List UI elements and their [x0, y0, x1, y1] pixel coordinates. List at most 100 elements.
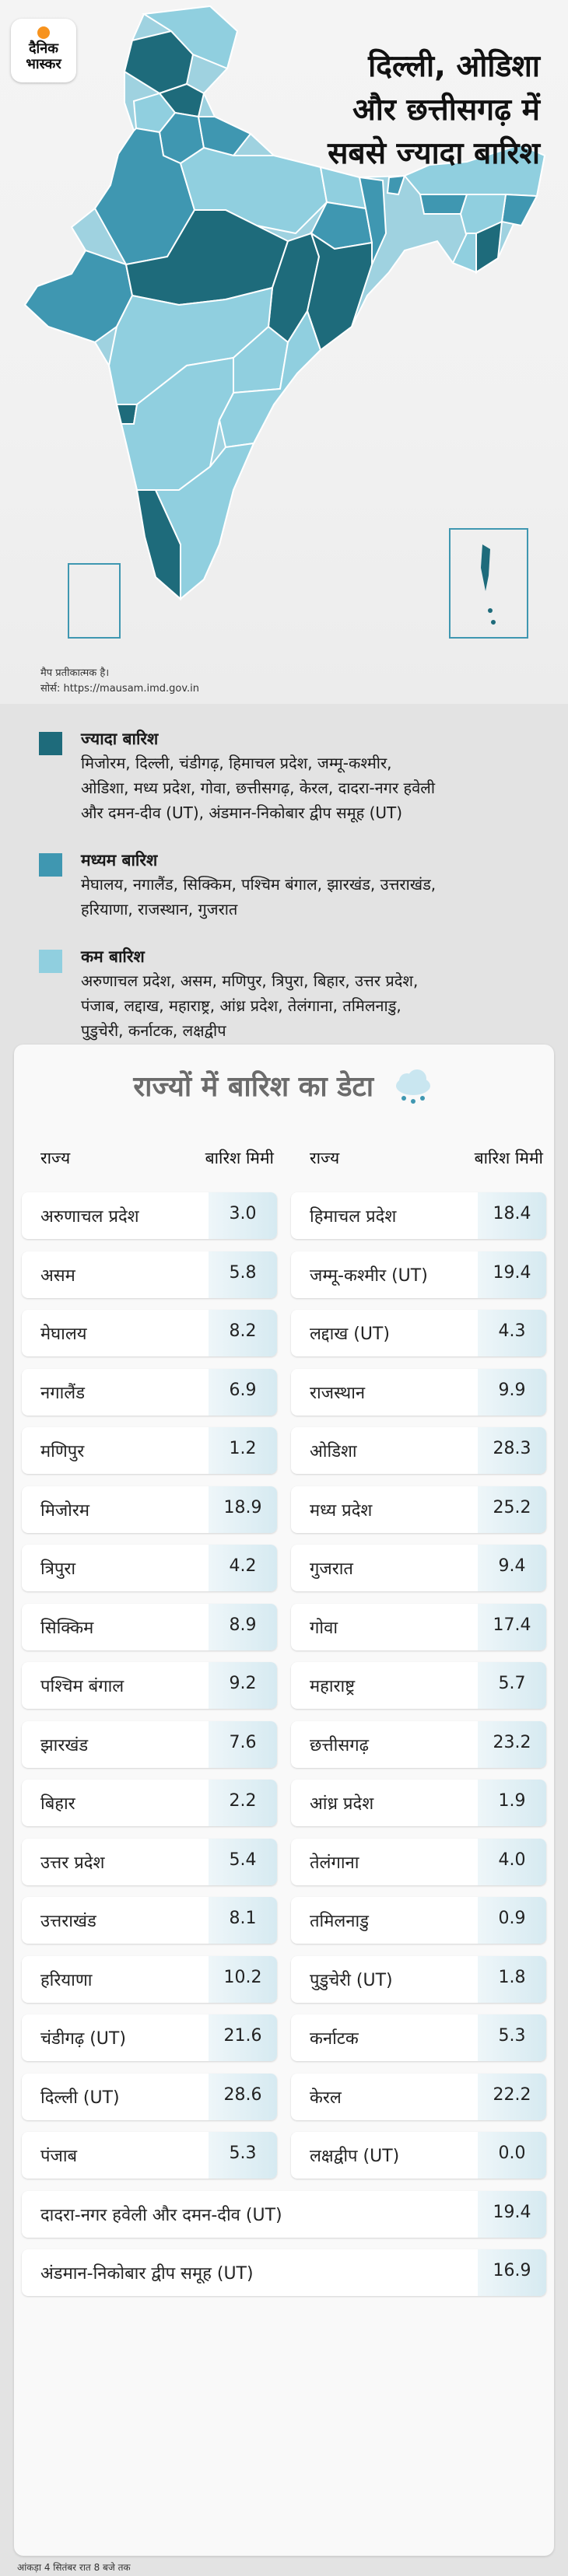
- legend-line: मेघालय, नगालैंड, सिक्किम, पश्चिम बंगाल, …: [81, 875, 437, 894]
- legend: ज्यादा बारिश मिजोरम, दिल्ली, चंडीगढ़, हि…: [39, 727, 552, 1066]
- state-name: लद्दाख (UT): [310, 1325, 390, 1344]
- value-cell-bg: [478, 2073, 546, 2120]
- table-header-right: राज्य बारिश मिमी: [291, 1136, 546, 1180]
- value-cell-bg: [478, 1838, 546, 1885]
- state-name: जम्मू-कश्मीर (UT): [310, 1265, 428, 1286]
- value-cell-bg: [478, 1662, 546, 1709]
- value-cell-bg: [478, 1486, 546, 1533]
- legend-swatch: [39, 732, 62, 755]
- state-name: सिक्किम: [40, 1618, 94, 1638]
- rain-value: 1.9: [498, 1791, 526, 1811]
- state-name: असम: [40, 1265, 75, 1286]
- table-row: उत्तर प्रदेश 5.4: [22, 1838, 277, 1885]
- table-row: पश्चिम बंगाल 9.2: [22, 1662, 277, 1709]
- rain-value: 18.9: [223, 1497, 262, 1517]
- value-cell-bg: [478, 1368, 546, 1416]
- table-row: मणिपुर 1.2: [22, 1427, 277, 1474]
- rain-value: 2.2: [229, 1791, 257, 1811]
- value-cell-bg: [478, 1427, 546, 1474]
- state-name: गोवा: [310, 1618, 338, 1638]
- rain-value: 28.3: [493, 1439, 531, 1458]
- header-rain: बारिश मिमी: [474, 1149, 543, 1167]
- table-row: पंजाब 5.3: [22, 2132, 277, 2179]
- state-name: दादरा-नगर हवेली और दमन-दीव (UT): [40, 2205, 282, 2225]
- state-name: पंजाब: [40, 2147, 78, 2166]
- rain-value: 25.2: [493, 1497, 531, 1517]
- value-cell-bg: [209, 1897, 277, 1944]
- rain-value: 4.3: [498, 1321, 526, 1341]
- state-name: अंडमान-निकोबार द्वीप समूह (UT): [40, 2264, 254, 2284]
- value-cell-bg: [478, 2132, 546, 2179]
- table-row: आंध्र प्रदेश 1.9: [291, 1780, 546, 1826]
- state-name: मणिपुर: [40, 1442, 85, 1461]
- table-row: गोवा 17.4: [291, 1603, 546, 1650]
- table-row: हरियाणा 10.2: [22, 1955, 277, 2003]
- table-row: हिमाचल प्रदेश 18.4: [291, 1192, 546, 1239]
- rain-value: 3.0: [229, 1204, 257, 1223]
- rain-value: 9.4: [498, 1556, 526, 1576]
- rain-value: 8.9: [229, 1615, 257, 1635]
- table-row: उत्तराखंड 8.1: [22, 1897, 277, 1944]
- legend-line: हरियाणा, राजस्थान, गुजरात: [81, 900, 238, 919]
- lakshadweep-inset: [68, 563, 121, 639]
- table-row: पुडुचेरी (UT) 1.8: [291, 1955, 546, 2003]
- table-row: लद्दाख (UT) 4.3: [291, 1310, 546, 1356]
- india-rainfall-map: [23, 5, 546, 639]
- value-cell-bg: [209, 1192, 277, 1239]
- state-name: पुडुचेरी (UT): [310, 1970, 393, 1990]
- rain-value: 6.9: [229, 1380, 257, 1400]
- state-name: केरल: [310, 2088, 342, 2108]
- state-name: चंडीगढ़ (UT): [40, 2029, 126, 2049]
- logo-line1: दैनिक: [28, 40, 59, 57]
- value-cell-bg: [209, 1251, 277, 1298]
- table-row: जम्मू-कश्मीर (UT) 19.4: [291, 1251, 546, 1298]
- table-row: बिहार 2.2: [22, 1780, 277, 1826]
- header-state: राज्य: [40, 1149, 71, 1167]
- table-row: चंडीगढ़ (UT) 21.6: [22, 2014, 277, 2061]
- table-row: त्रिपुरा 4.2: [22, 1545, 277, 1591]
- value-cell-bg: [209, 2073, 277, 2120]
- legend-line: पुडुचेरी, कर्नाटक, लक्षद्वीप: [81, 1021, 226, 1040]
- map-source: मैप प्रतीकात्मक है। सोर्स: https://mausa…: [40, 666, 199, 697]
- table-row: अंडमान-निकोबार द्वीप समूह (UT) 16.9: [22, 2249, 546, 2296]
- value-cell-bg: [209, 1780, 277, 1826]
- brand-logo: दैनिक भास्कर: [11, 19, 76, 82]
- value-cell-bg: [478, 1897, 546, 1944]
- rain-value: 28.6: [223, 2084, 262, 2105]
- rain-value: 5.3: [498, 2026, 526, 2046]
- legend-line: ओडिशा, मध्य प्रदेश, गोवा, छत्तीसगढ़, केर…: [81, 779, 436, 797]
- headline-line: दिल्ली, ओडिशा: [368, 49, 540, 84]
- value-cell-bg: [209, 2014, 277, 2061]
- rain-value: 19.4: [493, 1262, 531, 1283]
- table-row: कर्नाटक 5.3: [291, 2014, 546, 2061]
- value-cell-bg: [209, 1486, 277, 1533]
- rain-value: 16.9: [493, 2261, 531, 2280]
- table-row: नगालैंड 6.9: [22, 1368, 277, 1416]
- rain-value: 23.2: [493, 1732, 531, 1752]
- legend-title: कम बारिश: [81, 947, 145, 966]
- footnote: आंकड़ा 4 सितंबर रात 8 बजे तक: [17, 2562, 131, 2573]
- legend-high: ज्यादा बारिश मिजोरम, दिल्ली, चंडीगढ़, हि…: [39, 727, 552, 825]
- rain-value: 0.0: [498, 2144, 526, 2163]
- state-name: त्रिपुरा: [40, 1559, 76, 1579]
- headline-line: सबसे ज्यादा बारिश: [328, 136, 540, 171]
- rain-value: 5.3: [229, 2144, 257, 2163]
- value-cell-bg: [478, 1310, 546, 1356]
- value-cell-bg: [478, 1192, 546, 1239]
- rain-value: 22.2: [493, 2084, 531, 2105]
- rain-value: 1.2: [229, 1439, 257, 1458]
- value-cell-bg: [209, 1838, 277, 1885]
- rain-value: 9.2: [229, 1674, 257, 1693]
- state-name: पश्चिम बंगाल: [40, 1677, 124, 1696]
- value-cell-bg: [209, 1310, 277, 1356]
- table-row: तेलंगाना 4.0: [291, 1838, 546, 1885]
- rain-value: 4.2: [229, 1556, 257, 1576]
- state-name: आंध्र प्रदेश: [310, 1794, 374, 1814]
- rain-value: 18.4: [493, 1204, 531, 1223]
- rain-value: 17.4: [493, 1615, 531, 1635]
- rain-value: 9.9: [498, 1380, 526, 1400]
- value-cell-bg: [478, 1720, 546, 1768]
- value-cell-bg: [209, 1720, 277, 1768]
- value-cell-bg: [478, 2014, 546, 2061]
- header-state: राज्य: [310, 1149, 340, 1167]
